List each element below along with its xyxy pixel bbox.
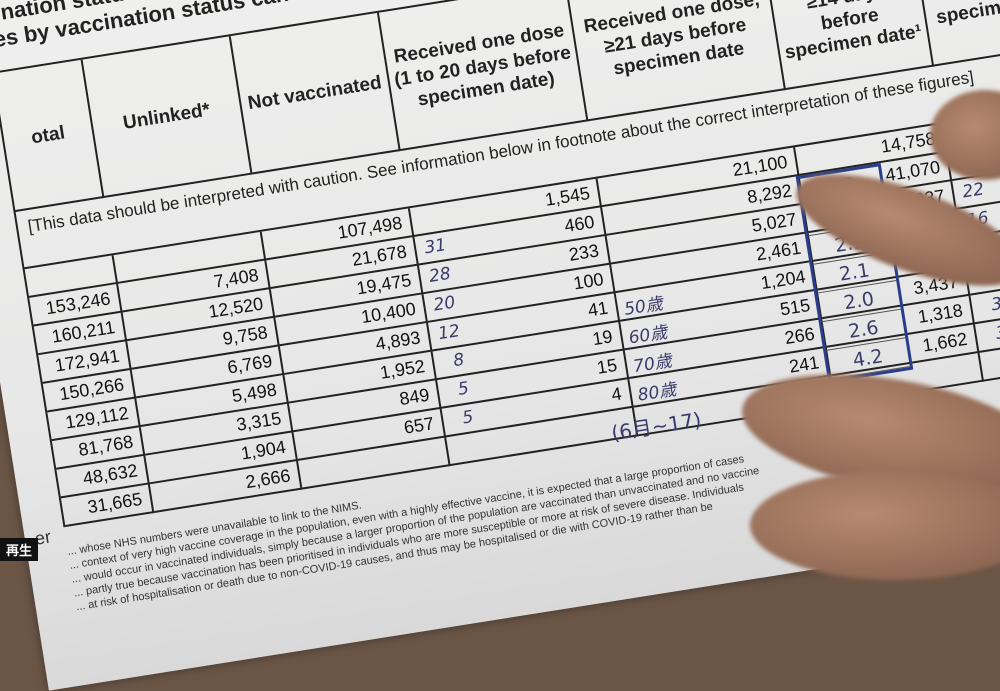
cell-value: 2,666 bbox=[244, 465, 292, 493]
cell-value: 150,266 bbox=[58, 374, 126, 405]
cell-value: 515 bbox=[778, 294, 812, 320]
cell-value: 6,769 bbox=[225, 350, 274, 378]
cell-value: 849 bbox=[398, 384, 431, 410]
cell-value: 5,498 bbox=[230, 379, 279, 407]
cell-value: 4,893 bbox=[374, 327, 422, 355]
cell-value: 266 bbox=[783, 323, 817, 349]
cell-value: 14,758 bbox=[879, 128, 937, 157]
cell-value: 5,027 bbox=[750, 209, 798, 236]
cell-value: 241 bbox=[787, 352, 821, 377]
cell-value: 41,070 bbox=[883, 156, 942, 186]
cell-value: 48,632 bbox=[81, 460, 140, 489]
cell-value: 12,520 bbox=[206, 293, 265, 322]
cell-value: 7,408 bbox=[212, 264, 260, 292]
cell-value: 31,665 bbox=[86, 488, 144, 518]
cell-value: 233 bbox=[567, 240, 601, 265]
cell-value: 9,758 bbox=[221, 322, 270, 349]
cell-value: 1,204 bbox=[759, 266, 807, 294]
cell-value: 8,292 bbox=[745, 180, 794, 208]
cell-value: 10,400 bbox=[359, 298, 418, 328]
cell-value: 1,545 bbox=[543, 183, 592, 210]
cell-value: 2,461 bbox=[754, 237, 803, 265]
cell-value: 153,246 bbox=[44, 288, 112, 319]
cell-value: 41 bbox=[586, 297, 610, 321]
cell-value: 160,211 bbox=[50, 316, 117, 347]
cell-value: 172,941 bbox=[53, 345, 121, 376]
cell-value: 4 bbox=[609, 383, 624, 405]
cell-value: 129,112 bbox=[63, 402, 130, 433]
cell-value: 460 bbox=[562, 211, 596, 237]
cell-value: 107,498 bbox=[336, 212, 404, 243]
cell-value: 21,100 bbox=[731, 151, 789, 181]
cell-value: 1,904 bbox=[239, 436, 288, 464]
cell-value: 1,318 bbox=[916, 300, 965, 327]
column-header: Unlinked* bbox=[82, 36, 253, 198]
cell-value: 81,768 bbox=[76, 431, 135, 460]
cell-value: 657 bbox=[402, 413, 436, 438]
cell-value: 3,315 bbox=[235, 408, 283, 435]
cell-value: 1,662 bbox=[921, 328, 969, 356]
cell-value: 1,952 bbox=[378, 355, 427, 383]
cell-value: 100 bbox=[572, 268, 605, 294]
cell-value: 21,678 bbox=[350, 241, 409, 270]
column-header: Not vaccinated bbox=[230, 12, 401, 175]
cell-value: 15 bbox=[595, 354, 619, 378]
playback-badge: 再生 bbox=[0, 538, 39, 561]
cell-value: 19,475 bbox=[355, 270, 413, 299]
cell-value: 19 bbox=[591, 326, 614, 350]
